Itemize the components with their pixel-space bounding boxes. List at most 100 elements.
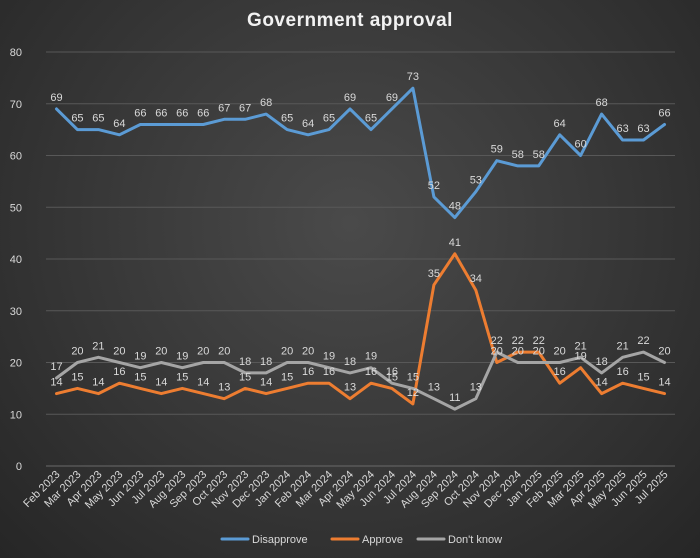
- data-label: 13: [344, 382, 356, 394]
- data-label: 15: [637, 371, 649, 383]
- data-label: 16: [365, 366, 377, 378]
- data-label: 21: [575, 340, 587, 352]
- data-label: 14: [658, 377, 670, 389]
- data-label: 15: [281, 371, 293, 383]
- data-label: 22: [512, 335, 524, 347]
- data-label: 20: [512, 346, 524, 358]
- data-label: 65: [92, 113, 104, 125]
- legend-label: Don't know: [448, 534, 502, 546]
- y-tick-label: 10: [10, 409, 22, 421]
- data-label: 13: [218, 382, 230, 394]
- data-label: 14: [50, 377, 62, 389]
- data-label: 58: [533, 149, 545, 161]
- data-label: 14: [155, 377, 167, 389]
- data-label: 16: [323, 366, 335, 378]
- data-label: 16: [554, 366, 566, 378]
- data-label: 34: [470, 273, 482, 285]
- data-label: 68: [595, 97, 607, 109]
- data-label: 19: [365, 351, 377, 363]
- data-label: 20: [218, 346, 230, 358]
- data-label: 15: [134, 371, 146, 383]
- series-line-approve: [55, 252, 666, 406]
- data-label: 20: [155, 346, 167, 358]
- y-tick-label: 70: [10, 99, 22, 111]
- data-label: 20: [302, 346, 314, 358]
- data-label: 20: [533, 346, 545, 358]
- data-label: 16: [386, 366, 398, 378]
- data-label: 19: [323, 351, 335, 363]
- data-label: 59: [491, 144, 503, 156]
- data-label: 21: [92, 340, 104, 352]
- data-label: 11: [449, 392, 460, 404]
- data-label: 53: [470, 175, 482, 187]
- data-label: 63: [637, 123, 649, 135]
- data-label: 41: [449, 237, 461, 249]
- data-label: 15: [239, 371, 251, 383]
- data-label: 35: [428, 268, 440, 280]
- data-label: 14: [260, 377, 272, 389]
- data-label: 19: [575, 351, 587, 363]
- data-label: 18: [344, 356, 356, 368]
- data-label: 20: [71, 346, 83, 358]
- data-label: 17: [50, 361, 62, 373]
- data-label: 22: [491, 335, 503, 347]
- data-label: 69: [50, 92, 62, 104]
- data-label: 67: [218, 102, 230, 114]
- legend-label: Disapprove: [252, 534, 308, 546]
- data-label: 20: [281, 346, 293, 358]
- data-label: 15: [71, 371, 83, 383]
- data-label: 66: [176, 107, 188, 119]
- data-label: 16: [113, 366, 125, 378]
- data-label: 14: [595, 377, 607, 389]
- data-label: 65: [323, 113, 335, 125]
- data-label: 52: [428, 180, 440, 192]
- data-label: 64: [113, 118, 125, 130]
- data-label: 69: [386, 92, 398, 104]
- data-label: 66: [658, 107, 670, 119]
- data-label: 22: [637, 335, 649, 347]
- data-label: 65: [365, 113, 377, 125]
- data-label: 20: [554, 346, 566, 358]
- data-label: 21: [616, 340, 628, 352]
- data-label: 66: [134, 107, 146, 119]
- y-tick-label: 40: [10, 254, 22, 266]
- chart-title: Government approval: [247, 10, 453, 31]
- data-label: 13: [470, 382, 482, 394]
- data-label: 16: [616, 366, 628, 378]
- data-label: 69: [344, 92, 356, 104]
- y-tick-label: 60: [10, 151, 22, 163]
- data-label: 48: [449, 201, 461, 213]
- data-label: 60: [575, 139, 587, 151]
- data-label: 64: [302, 118, 314, 130]
- data-label: 12: [407, 387, 419, 399]
- data-label: 14: [197, 377, 209, 389]
- data-label: 15: [386, 371, 398, 383]
- data-label: 68: [260, 97, 272, 109]
- data-label: 19: [134, 351, 146, 363]
- data-label: 19: [176, 351, 188, 363]
- data-label: 66: [197, 107, 209, 119]
- data-label: 15: [176, 371, 188, 383]
- y-tick-label: 20: [10, 358, 22, 370]
- y-tick-label: 0: [16, 461, 22, 473]
- data-label: 16: [302, 366, 314, 378]
- data-label: 63: [616, 123, 628, 135]
- data-label: 18: [239, 356, 251, 368]
- y-tick-label: 30: [10, 306, 22, 318]
- data-label: 64: [554, 118, 566, 130]
- data-label: 22: [533, 335, 545, 347]
- data-label: 18: [595, 356, 607, 368]
- data-label: 14: [92, 377, 104, 389]
- data-label: 15: [407, 371, 419, 383]
- data-label: 65: [281, 113, 293, 125]
- data-label: 18: [260, 356, 272, 368]
- legend-label: Approve: [362, 534, 403, 546]
- data-label: 20: [658, 346, 670, 358]
- data-label: 67: [239, 102, 251, 114]
- data-label: 13: [428, 382, 440, 394]
- y-tick-label: 80: [10, 47, 22, 59]
- series-line-disapprove: [55, 86, 666, 220]
- data-label: 20: [197, 346, 209, 358]
- data-label: 20: [113, 346, 125, 358]
